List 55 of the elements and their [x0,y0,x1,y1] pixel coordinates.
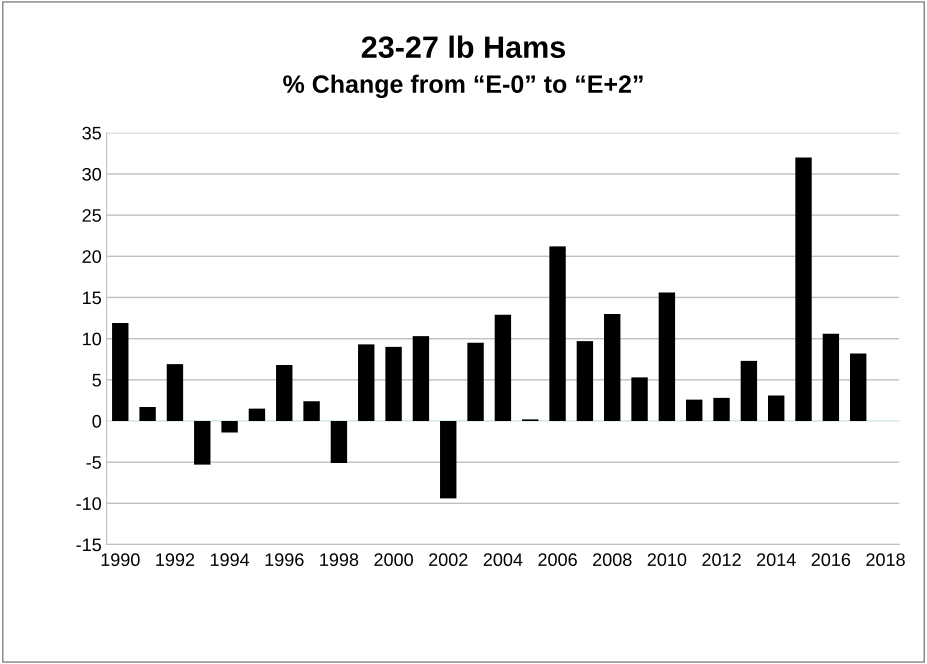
bar [139,406,156,421]
y-tick-label: -15 [76,538,101,552]
bar [494,314,512,421]
bar [358,344,374,421]
x-tick-label: 1990 [102,553,140,566]
bar [467,342,484,421]
x-tick-label: 2012 [702,553,741,566]
bar [686,400,702,421]
x-tick-label: 1992 [156,553,194,566]
bar [549,246,566,421]
y-tick-label: 25 [82,209,101,222]
bar [631,377,648,421]
bar [658,292,676,421]
y-tick-label: 15 [83,292,101,304]
y-tick-label: 0 [92,414,102,428]
x-tick-label: 2000 [374,553,413,566]
y-tick-label: -5 [86,456,101,469]
bar [276,364,292,421]
x-tick-label: 2004 [484,553,522,566]
bar [248,408,266,421]
y-tick-label: 30 [82,168,102,181]
bar [330,420,348,463]
bar [795,158,812,421]
bar [385,346,402,421]
bar [112,322,128,421]
x-tick-label: 2018 [866,553,905,566]
y-tick-label: 35 [82,126,101,140]
chart-title: 23-27 lb Hams [362,36,566,58]
x-tick-label: 2002 [429,553,468,566]
bar [822,334,840,421]
bar [412,336,430,421]
bar [850,353,866,421]
bar [194,420,210,465]
x-tick-label: 1998 [320,553,358,566]
bar [713,398,730,421]
x-tick-label: 1994 [210,553,250,566]
bar [303,401,320,421]
y-tick-label: 5 [92,374,101,387]
bar [166,364,184,421]
x-tick-label: 2010 [648,553,686,566]
x-tick-label: 1996 [266,553,304,566]
y-tick-label: -10 [76,497,102,510]
x-tick-label: 2008 [593,553,632,566]
x-tick-label: 2006 [538,553,577,566]
x-tick-label: 2016 [812,553,850,566]
y-tick-label: 10 [83,332,102,346]
bar [768,395,784,421]
bar [576,341,594,421]
chart-subtitle: % Change from “E-0” to “E+2” [283,74,643,98]
y-tick-label: 20 [82,250,102,264]
bar [604,314,620,421]
bar [440,420,456,498]
bar [221,420,238,433]
x-tick-label: 2014 [757,553,796,566]
bar [740,360,758,421]
